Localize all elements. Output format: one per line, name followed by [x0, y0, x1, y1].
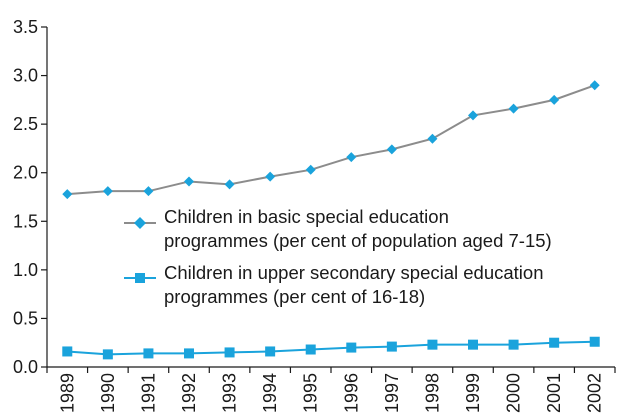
data-point-square: [549, 337, 560, 348]
y-axis-tick-labels: 0.0 0.5 1.0 1.5 2.0 2.5 3.0 3.5: [13, 17, 38, 377]
x-tick-label: 1996: [341, 373, 361, 413]
x-tick-label: 1999: [463, 373, 483, 413]
legend-label-upper-secondary-line-2: programmes (per cent of 16-18): [164, 286, 425, 307]
data-point-diamond: [184, 176, 194, 187]
data-point-square: [468, 339, 478, 350]
series-lines: [67, 84, 596, 356]
data-point-square: [305, 344, 316, 355]
y-tick-label: 0.0: [13, 357, 38, 377]
x-tick-label: 1992: [179, 373, 199, 413]
y-tick-label: 3.5: [13, 17, 38, 37]
data-point-diamond: [265, 171, 276, 182]
data-point-square: [143, 348, 154, 359]
y-tick-label: 2.0: [13, 163, 38, 183]
data-point-square: [427, 339, 438, 350]
x-tick-label: 1993: [220, 373, 240, 413]
data-point-square: [102, 349, 113, 360]
x-tick-label: 2000: [504, 373, 524, 413]
x-tick-label: 1995: [301, 373, 321, 413]
x-axis-tick-labels: 1989 1990 1991 1992 1993 1994 1995 1996 1997 1998…: [57, 373, 604, 413]
data-point-diamond: [346, 152, 357, 163]
data-point-diamond: [508, 103, 519, 114]
legend-label-upper-secondary-line-1: Children in upper secondary special educ…: [164, 262, 544, 283]
data-point-diamond: [589, 80, 600, 91]
x-tick-label: 1991: [138, 373, 158, 413]
data-point-diamond: [386, 144, 397, 155]
y-tick-label: 2.5: [13, 114, 38, 134]
x-tick-label: 2001: [544, 373, 564, 413]
x-tick-label: 1994: [260, 373, 280, 413]
data-point-square: [265, 346, 276, 357]
series-line-0: [67, 84, 596, 196]
data-point-square: [346, 342, 357, 353]
data-point-square: [589, 336, 600, 347]
data-point-diamond: [224, 179, 235, 190]
data-point-square: [224, 347, 235, 358]
data-point-square: [62, 346, 73, 357]
x-tick-label: 2002: [585, 373, 605, 413]
y-tick-label: 1.0: [13, 260, 38, 280]
data-point-diamond: [102, 186, 113, 197]
x-tick-label: 1989: [57, 373, 77, 413]
series-line-1: [67, 340, 595, 356]
axes: [41, 26, 616, 373]
data-point-diamond: [62, 189, 73, 200]
legend: Children in basic special education prog…: [124, 206, 552, 307]
y-tick-label: 1.5: [13, 211, 38, 231]
data-point-diamond: [549, 94, 560, 105]
data-point-diamond: [143, 186, 154, 197]
data-point-square: [508, 339, 519, 350]
legend-label-basic-line-1: Children in basic special education: [164, 206, 449, 227]
data-point-square: [184, 348, 194, 359]
x-tick-label: 1997: [382, 373, 402, 413]
x-tick-label: 1998: [422, 373, 442, 413]
y-tick-label: 0.5: [13, 308, 38, 328]
legend-entry-basic: Children in basic special education prog…: [124, 206, 552, 251]
x-tick-label: 1990: [98, 373, 118, 413]
legend-marker-basic: [134, 217, 146, 229]
data-point-diamond: [427, 133, 438, 144]
data-point-diamond: [305, 164, 316, 175]
data-point-diamond: [468, 110, 478, 121]
legend-entry-upper-secondary: Children in upper secondary special educ…: [124, 262, 544, 307]
series-markers: [62, 80, 600, 360]
legend-marker-upper-secondary: [135, 273, 145, 283]
data-point-square: [386, 341, 397, 352]
y-tick-label: 3.0: [13, 66, 38, 86]
legend-label-basic-line-2: programmes (per cent of population aged …: [164, 230, 552, 251]
